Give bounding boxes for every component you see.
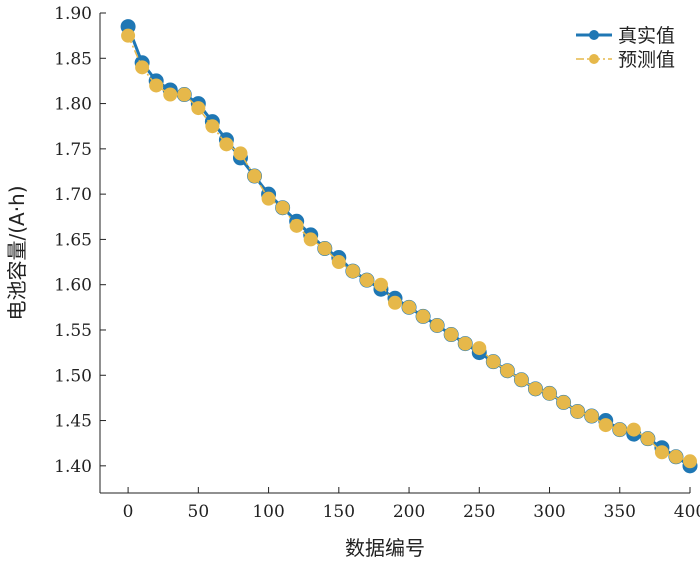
x-axis-title: 数据编号 — [345, 536, 425, 560]
legend-marker-2 — [589, 54, 599, 64]
y-tick-label: 1.60 — [54, 276, 92, 296]
series-line-2 — [127, 35, 691, 463]
y-tick-label: 1.50 — [54, 366, 92, 386]
series-2-point — [542, 386, 557, 401]
series-2-point — [528, 381, 543, 396]
series-2-point — [275, 200, 290, 215]
x-tick-label: 100 — [252, 502, 284, 522]
series-2-point — [626, 422, 641, 437]
series-2-point — [261, 191, 276, 206]
series-2-point — [514, 372, 529, 387]
series-2-point — [303, 232, 318, 247]
series-2-point — [149, 78, 164, 93]
x-tick-label: 50 — [188, 502, 210, 522]
series-2-point — [163, 87, 178, 102]
y-tick-label: 1.75 — [54, 140, 92, 160]
series-2-point — [584, 409, 599, 424]
series-2-point — [317, 241, 332, 256]
series-2-point — [135, 60, 150, 75]
series-2-point — [444, 327, 459, 342]
series-2-point — [500, 363, 515, 378]
series-2-point — [668, 449, 683, 464]
x-tick-label: 350 — [604, 502, 636, 522]
series-2-point — [598, 418, 613, 433]
series-2-point — [402, 300, 417, 315]
series-2-point — [640, 431, 655, 446]
series-2-point — [430, 318, 445, 333]
series-2-point — [331, 255, 346, 270]
series-2-point — [556, 395, 571, 410]
series-2-point — [289, 218, 304, 233]
series-2-point — [219, 137, 234, 152]
y-axis-title: 电池容量/(A·h) — [5, 185, 29, 320]
y-tick-label: 1.90 — [54, 4, 92, 24]
series-2-point — [373, 277, 388, 292]
series-2-point — [191, 101, 206, 116]
x-tick-label: 200 — [393, 502, 425, 522]
series-2-point — [486, 354, 501, 369]
legend-marker-1 — [589, 30, 599, 40]
series-2-point — [359, 273, 374, 288]
x-tick-label: 150 — [323, 502, 355, 522]
legend-label-1: 真实值 — [618, 25, 675, 47]
y-tick-label: 1.85 — [54, 49, 92, 69]
series-2-point — [570, 404, 585, 419]
series-2-point — [345, 264, 360, 279]
series-2-point — [247, 169, 262, 184]
y-tick-label: 1.55 — [54, 321, 92, 341]
x-tick-label: 0 — [123, 502, 134, 522]
x-tick-label: 250 — [463, 502, 495, 522]
series-2-point — [205, 119, 220, 134]
y-tick-label: 1.80 — [54, 95, 92, 115]
y-tick-label: 1.65 — [54, 230, 92, 250]
x-tick-label: 300 — [533, 502, 565, 522]
series-2-point — [612, 422, 627, 437]
series-2-point — [458, 336, 473, 351]
legend-label-2: 预测值 — [618, 49, 675, 71]
series-2-point — [121, 28, 136, 43]
series-line-1 — [126, 26, 691, 468]
y-tick-label: 1.45 — [54, 412, 92, 432]
series-2-point — [388, 295, 402, 310]
y-tick-label: 1.40 — [54, 457, 92, 477]
series-2-point — [654, 445, 669, 460]
x-tick-label: 400 — [674, 502, 700, 522]
y-tick-label: 1.70 — [54, 185, 92, 205]
series-2-point — [177, 87, 192, 102]
series-2-point — [683, 454, 697, 469]
series-2-point — [233, 146, 248, 161]
series-2-point — [416, 309, 431, 324]
series-2-point — [472, 341, 487, 356]
